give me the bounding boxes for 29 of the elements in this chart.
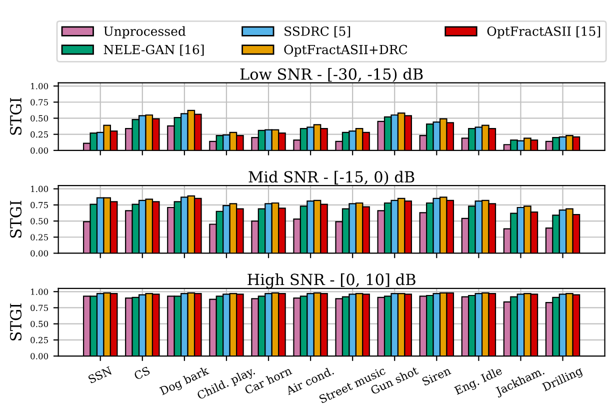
y-tick-label: 0.75 xyxy=(30,304,48,312)
y-axis-title: STGI xyxy=(10,98,22,135)
y-tick-label: 1.00 xyxy=(31,186,48,192)
legend-label: OptFractASII+DRC xyxy=(284,44,408,57)
y-tick-label: 0.75 xyxy=(30,99,48,106)
chart-title: Mid SNR - [-15, 0) dB xyxy=(248,170,414,185)
legend-label: NELE-GAN [16] xyxy=(104,44,204,56)
y-tick-label: 0.25 xyxy=(30,234,48,240)
x-tick-label: SSN xyxy=(88,366,112,384)
y-tick-label: 1.00 xyxy=(31,83,48,90)
y-tick-label: 0.75 xyxy=(30,202,48,208)
legend-label: SSDRC [5] xyxy=(284,26,350,38)
y-tick-label: 1.00 xyxy=(31,288,48,295)
y-tick-label: 0.50 xyxy=(30,218,48,224)
y-axis-title: STGI xyxy=(10,200,22,238)
chart-title: High SNR - [0, 10] dB xyxy=(248,273,416,288)
y-tick-label: 0.00 xyxy=(30,250,48,257)
y-tick-label: 0.00 xyxy=(30,353,48,360)
legend-label: Unprocessed xyxy=(104,26,186,38)
y-axis-title: STGI xyxy=(10,304,22,340)
x-tick-label: Siren xyxy=(422,366,452,386)
y-tick-label: 0.25 xyxy=(30,336,48,344)
legend-label: OptFractASII [15] xyxy=(487,26,600,38)
y-tick-label: 0.00 xyxy=(30,147,48,154)
y-tick-label: 0.50 xyxy=(30,115,48,122)
chart-title: Low SNR - [-30, -15) dB xyxy=(240,68,423,82)
x-tick-label: CS xyxy=(133,366,150,380)
y-tick-label: 0.50 xyxy=(30,320,48,328)
y-tick-label: 0.25 xyxy=(30,131,48,138)
